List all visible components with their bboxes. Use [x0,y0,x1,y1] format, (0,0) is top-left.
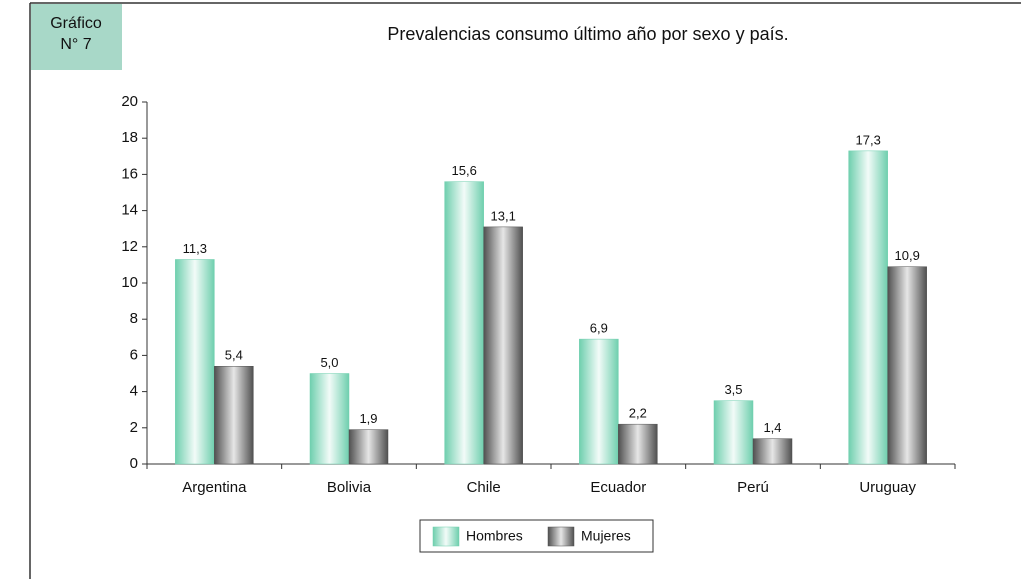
badge-line: N° 7 [60,36,91,53]
value-label: 3,5 [724,382,742,397]
legend-swatch [547,526,575,547]
badge-box [31,4,122,70]
legend-label: Mujeres [581,528,631,544]
y-tick-label: 0 [130,455,138,472]
bar [444,181,484,465]
bar [887,266,927,465]
y-tick-label: 16 [121,165,138,182]
value-label: 13,1 [491,208,516,223]
bar [848,150,888,465]
x-tick-label: Bolivia [327,479,372,496]
y-tick-label: 14 [121,202,138,219]
bar [752,438,793,465]
legend-swatch [432,526,460,547]
y-tick-label: 20 [121,93,138,110]
y-tick-label: 4 [130,383,138,400]
x-tick-label: Perú [737,479,769,496]
y-tick-label: 18 [121,129,138,146]
value-label: 5,0 [320,355,338,370]
value-label: 1,4 [763,420,781,435]
y-tick-label: 10 [121,274,138,291]
bar [214,366,254,465]
value-label: 17,3 [856,132,881,147]
bar [713,400,754,465]
x-tick-label: Uruguay [859,479,916,496]
chart-title: Prevalencias consumo último año por sexo… [387,24,788,44]
y-tick-label: 8 [130,310,138,327]
legend-label: Hombres [466,528,523,544]
value-label: 1,9 [359,411,377,426]
x-tick-label: Argentina [182,479,247,496]
value-label: 10,9 [895,248,920,263]
value-label: 2,2 [629,406,647,421]
bar [483,226,523,465]
bar [618,423,658,465]
bar [348,429,389,465]
value-label: 11,3 [183,241,207,256]
value-label: 15,6 [452,163,477,178]
x-tick-label: Chile [467,479,501,496]
bar [175,259,215,465]
x-tick-label: Ecuador [590,479,646,496]
y-tick-label: 2 [130,419,138,436]
bar [309,373,350,465]
value-label: 6,9 [590,321,608,336]
badge-line: Gráfico [50,15,102,32]
bar [579,338,619,465]
value-label: 5,4 [225,348,243,363]
y-tick-label: 6 [130,346,138,363]
y-tick-label: 12 [121,238,138,255]
